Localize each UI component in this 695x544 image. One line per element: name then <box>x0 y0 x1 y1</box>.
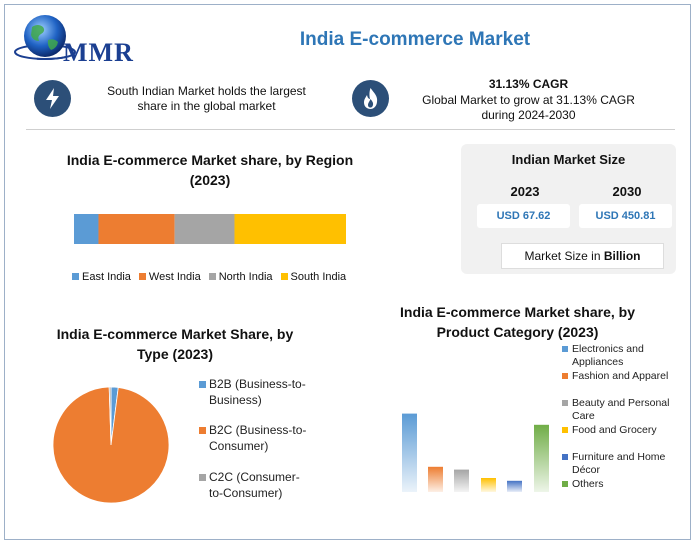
category-bar-beauty-and-personal-care <box>454 469 469 492</box>
legend-swatch <box>562 427 568 433</box>
market-size-2030-value: USD 450.81 <box>579 204 672 228</box>
category-legend-item-food-and-grocery: Food and Grocery <box>562 424 678 437</box>
category-legend-item-others: Others <box>562 478 678 491</box>
legend-label: North India <box>218 271 273 283</box>
type-chart-title: India E-commerce Market Share, by Type (… <box>56 326 294 362</box>
page-frame <box>4 4 691 540</box>
region-bar-segment-south-india <box>234 214 346 244</box>
legend-swatch <box>199 474 206 481</box>
legend-swatch <box>72 273 79 280</box>
unit-prefix: Market Size in <box>524 249 601 263</box>
legend-label: Fashion and Apparel <box>572 370 669 382</box>
legend-label: Furniture and Home Décor <box>572 451 666 476</box>
year-2030-label: 2030 <box>612 184 642 199</box>
cagr-headline: 31.13% CAGR <box>488 77 569 91</box>
category-bar-chart <box>402 413 549 492</box>
region-bar-segment-east-india <box>74 214 99 244</box>
region-highlight-text: South Indian Market holds the largest sh… <box>107 84 306 113</box>
legend-swatch <box>208 273 216 280</box>
legend-label: Others <box>572 478 604 490</box>
cagr-text: Global Market to grow at 31.13% CAGR dur… <box>422 93 635 122</box>
flame-icon <box>352 80 389 117</box>
category-bar-furniture-and-home-d-cor <box>507 480 522 492</box>
type-legend-item-b2b: B2B (Business-to-Business) <box>199 376 309 408</box>
category-bar-electronics-and-appliances <box>402 413 417 492</box>
region-bar-segment-north-india <box>174 214 235 244</box>
legend-swatch <box>199 427 206 434</box>
legend-label: B2B (Business-to-Business) <box>209 377 306 407</box>
category-bar-food-and-grocery <box>481 478 496 492</box>
year-2023-label: 2023 <box>510 184 540 199</box>
section-divider <box>26 129 675 130</box>
legend-swatch <box>562 373 568 379</box>
market-size-2023-value: USD 67.62 <box>477 204 570 228</box>
mmr-logo: MMR <box>10 12 140 67</box>
legend-label: West India <box>148 271 201 283</box>
legend-label: South India <box>290 271 347 283</box>
legend-label: Food and Grocery <box>572 424 657 436</box>
page-title: India E-commerce Market <box>299 29 531 50</box>
category-chart-title: India E-commerce Market share, by Produc… <box>400 304 635 340</box>
region-chart-title: India E-commerce Market share, by Region… <box>66 152 354 188</box>
legend-label: Beauty and Personal Care <box>572 397 670 422</box>
logo-text: MMR <box>63 38 134 67</box>
category-legend-item-fashion-and-apparel: Fashion and Apparel <box>562 370 678 383</box>
legend-label: Electronics and Appliances <box>572 343 644 368</box>
legend-swatch <box>138 273 146 280</box>
legend-swatch <box>199 381 206 388</box>
region-legend-item-north-india: North India <box>208 271 273 283</box>
region-legend-item-west-india: West India <box>138 271 201 283</box>
type-legend-item-b2c: B2C (Business-to-Consumer) <box>199 422 309 454</box>
category-legend-item-electronics-and-appliances: Electronics and Appliances <box>562 343 678 369</box>
region-legend: East India West India North India South Ind… <box>72 271 346 283</box>
globe-icon <box>14 15 76 60</box>
legend-swatch <box>562 481 568 487</box>
market-size-card: Indian Market Size 2023 2030 USD 67.62 U… <box>461 144 676 274</box>
market-size-title: Indian Market Size <box>511 152 626 167</box>
legend-label: C2C (Consumer-to-Consumer) <box>209 470 300 500</box>
lightning-icon <box>34 80 71 117</box>
legend-label: East India <box>82 271 131 283</box>
category-legend-item-beauty-and-personal-care: Beauty and Personal Care <box>562 397 678 423</box>
region-stacked-bar <box>74 214 346 244</box>
pie-slice-c2c <box>108 386 112 446</box>
legend-swatch <box>562 454 568 460</box>
region-legend-item-east-india: East India <box>72 271 131 283</box>
category-legend-item-furniture-and-home-d-cor: Furniture and Home Décor <box>562 451 678 477</box>
legend-swatch <box>562 346 568 352</box>
type-legend-item-c2c: C2C (Consumer-to-Consumer) <box>199 469 309 501</box>
legend-label: B2C (Business-to-Consumer) <box>209 423 307 453</box>
legend-swatch <box>562 400 568 406</box>
region-bar-segment-west-india <box>98 214 175 244</box>
unit-bold: Billion <box>603 249 641 263</box>
region-legend-item-south-india: South India <box>280 271 347 283</box>
category-bar-fashion-and-apparel <box>428 466 443 492</box>
category-bar-others <box>534 424 549 492</box>
type-pie-chart <box>52 386 170 504</box>
legend-swatch <box>280 273 288 280</box>
market-size-unit: Market Size in Billion <box>501 243 664 269</box>
